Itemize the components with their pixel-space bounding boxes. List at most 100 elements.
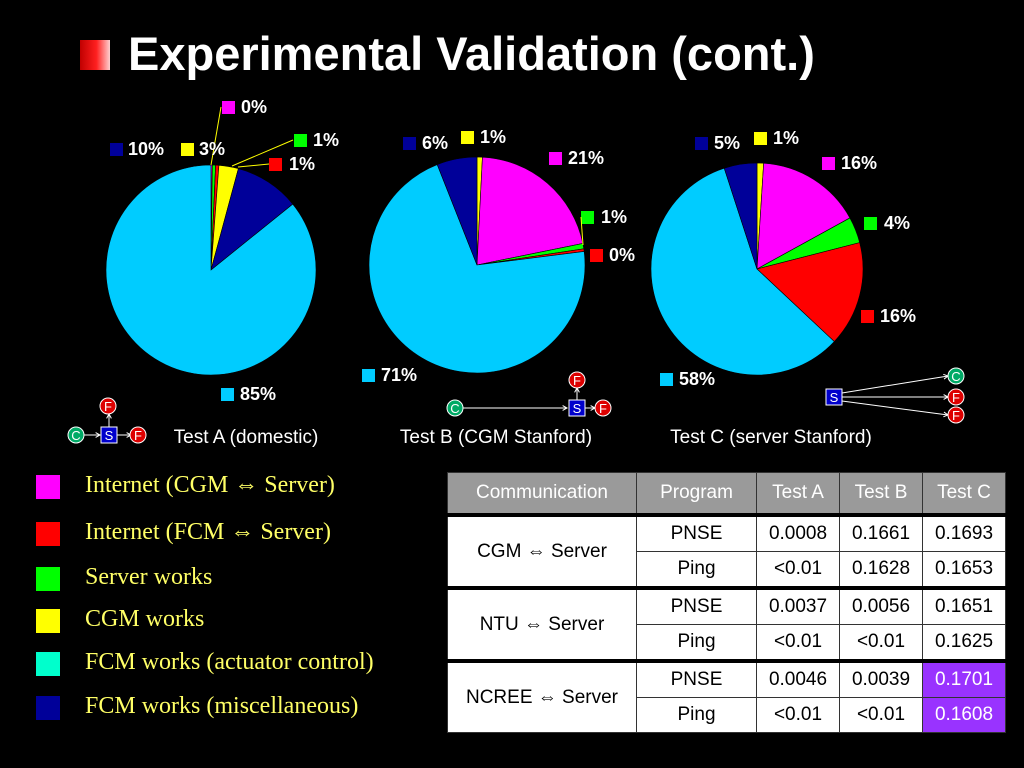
diagram-node-s (100, 426, 118, 444)
slice-label: 16% (880, 306, 916, 326)
program-cell: PNSE (636, 513, 757, 552)
diagram-node-label: C (450, 401, 459, 416)
slice-label: 1% (601, 207, 627, 227)
diagram-node-label: C (71, 428, 80, 443)
pie-slice (436, 156, 478, 266)
slice-label-swatch (222, 101, 235, 114)
diagram-node-f (947, 406, 965, 424)
value-cell: 0.0008 (756, 513, 840, 552)
header-test-b: Test B (839, 472, 923, 516)
group-cell: CGM ⇔ Server (447, 513, 637, 589)
table-row: Ping <0.01 <0.01 0.1608 (448, 697, 1006, 733)
slice-label-swatch (864, 217, 877, 230)
table-row: Ping <0.01 <0.01 0.1625 (448, 624, 1006, 662)
slice-label: 1% (313, 130, 339, 150)
diagram-arrowhead (95, 432, 102, 438)
diagram-node-f (99, 397, 117, 415)
slice-label-swatch (110, 143, 123, 156)
value-cell: <0.01 (756, 624, 840, 662)
pie-title: Test C (server Stanford) (670, 427, 872, 448)
diagram-arrowhead (562, 405, 569, 411)
diagram-node-label: F (573, 373, 581, 388)
value-cell: 0.0039 (839, 659, 923, 698)
diagram-node-label: S (105, 428, 114, 443)
slice-label-swatch (549, 152, 562, 165)
slice-label-swatch (294, 134, 307, 147)
pie-test-b (368, 156, 586, 374)
slice-label: 5% (714, 133, 740, 153)
slice-label: 16% (841, 153, 877, 173)
value-cell: <0.01 (756, 551, 840, 589)
diagram-arrow (841, 400, 949, 416)
legend-swatch (36, 609, 60, 633)
slice-label-swatch (181, 143, 194, 156)
slice-label: 85% (240, 384, 276, 404)
legend-swatch (36, 522, 60, 546)
slice-label: 1% (289, 154, 315, 174)
diagram-node-f (947, 388, 965, 406)
pie-title: Test B (CGM Stanford) (400, 427, 592, 448)
value-cell: 0.1661 (839, 513, 923, 552)
legend-swatch (36, 475, 60, 499)
header-test-c: Test C (922, 472, 1006, 516)
diagram-node-f (594, 399, 612, 417)
value-cell: 0.1628 (839, 551, 923, 589)
legend-label: Internet (FCM ⇔ Server) (85, 519, 331, 545)
slice-label-swatch (461, 131, 474, 144)
program-cell: PNSE (636, 659, 757, 698)
slice-label: 0% (241, 97, 267, 117)
legend-swatch (36, 652, 60, 676)
slice-label-swatch (581, 211, 594, 224)
slice-label: 4% (884, 213, 910, 233)
slice-label-swatch (660, 373, 673, 386)
slice-label: 1% (480, 127, 506, 147)
pie-slice (476, 156, 584, 266)
table-row: NTU ⇔ Server PNSE 0.0037 0.0056 0.1651 (447, 586, 1006, 662)
legend-label: Internet (CGM ⇔ Server) (85, 472, 335, 498)
diagram-node-label: F (952, 408, 960, 423)
pie-test-a (105, 164, 317, 376)
pie-slice (650, 167, 835, 376)
slice-label: 6% (422, 133, 448, 153)
leader-line (580, 216, 584, 246)
value-cell: 0.0046 (756, 659, 840, 698)
legend-swatch (36, 696, 60, 720)
legend-label: CGM works (85, 606, 205, 632)
diagram-node-c (446, 399, 464, 417)
diagram-node-s (825, 388, 843, 406)
diagram-node-s (568, 399, 586, 417)
value-cell: 0.1653 (922, 551, 1006, 589)
value-cell: 0.1651 (922, 586, 1006, 625)
diagram-node-c (67, 426, 85, 444)
header-program: Program (636, 472, 757, 516)
pie-charts: 0% 1% 1% 3% 10% 85% Test A (domestic) 1% 21% 1% 0%… (67, 97, 965, 448)
value-cell: 0.0056 (839, 586, 923, 625)
slice-label: 3% (199, 139, 225, 159)
value-cell: <0.01 (839, 624, 923, 662)
header-communication: Communication (447, 472, 637, 516)
slice-label-swatch (695, 137, 708, 150)
pie-slice (756, 242, 864, 342)
slice-label-swatch (269, 158, 282, 171)
diagram-node-label: F (104, 399, 112, 414)
pie-slice (368, 164, 586, 374)
table-row: NCREE ⇔ Server PNSE 0.0046 0.0039 0.1701 (447, 659, 1006, 733)
diagram-node-c (947, 367, 965, 385)
value-cell: 0.1693 (922, 513, 1006, 552)
program-cell: Ping (636, 697, 757, 733)
slice-label: 1% (773, 128, 799, 148)
slice-label: 71% (381, 365, 417, 385)
slice-label: 21% (568, 148, 604, 168)
program-cell: Ping (636, 624, 757, 662)
results-table: Communication Program Test A Test B Test… (444, 469, 1009, 736)
slice-label-swatch (590, 249, 603, 262)
slice-label-swatch (861, 310, 874, 323)
slice-label-swatch (403, 137, 416, 150)
table-row: Ping <0.01 0.1628 0.1653 (448, 551, 1006, 589)
value-cell: <0.01 (756, 697, 840, 733)
pie-slice (105, 164, 317, 376)
table-row: CGM ⇔ Server PNSE 0.0008 0.1661 0.1693 (447, 513, 1006, 589)
legend-label: FCM works (actuator control) (85, 649, 374, 675)
program-cell: PNSE (636, 586, 757, 625)
